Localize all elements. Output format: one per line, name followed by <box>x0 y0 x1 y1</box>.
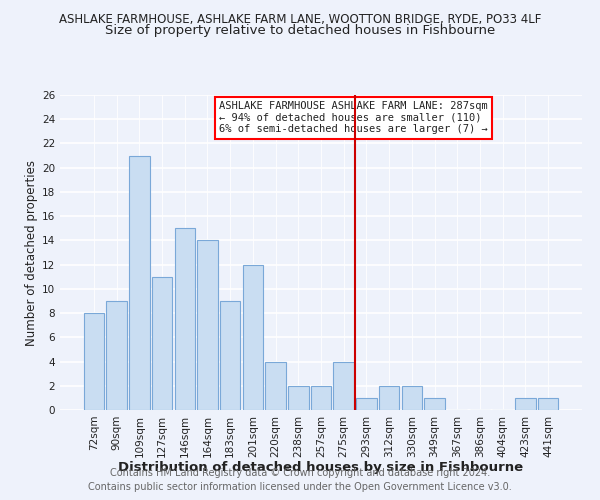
Bar <box>106 301 127 410</box>
Text: Contains HM Land Registry data © Crown copyright and database right 2024.: Contains HM Land Registry data © Crown c… <box>110 468 490 477</box>
Bar <box>538 398 558 410</box>
Y-axis label: Number of detached properties: Number of detached properties <box>25 160 38 346</box>
Text: ASHLAKE FARMHOUSE, ASHLAKE FARM LANE, WOOTTON BRIDGE, RYDE, PO33 4LF: ASHLAKE FARMHOUSE, ASHLAKE FARM LANE, WO… <box>59 12 541 26</box>
Bar <box>175 228 195 410</box>
Bar <box>265 362 286 410</box>
Bar <box>152 276 172 410</box>
Bar <box>379 386 400 410</box>
Bar <box>424 398 445 410</box>
Bar <box>288 386 308 410</box>
Bar <box>334 362 354 410</box>
Bar <box>515 398 536 410</box>
Bar <box>356 398 377 410</box>
Text: Size of property relative to detached houses in Fishbourne: Size of property relative to detached ho… <box>105 24 495 37</box>
Bar <box>129 156 149 410</box>
X-axis label: Distribution of detached houses by size in Fishbourne: Distribution of detached houses by size … <box>118 461 524 474</box>
Text: ASHLAKE FARMHOUSE ASHLAKE FARM LANE: 287sqm
← 94% of detached houses are smaller: ASHLAKE FARMHOUSE ASHLAKE FARM LANE: 287… <box>219 102 488 134</box>
Bar <box>220 301 241 410</box>
Bar <box>84 313 104 410</box>
Bar <box>242 264 263 410</box>
Bar <box>311 386 331 410</box>
Bar <box>197 240 218 410</box>
Bar <box>401 386 422 410</box>
Text: Contains public sector information licensed under the Open Government Licence v3: Contains public sector information licen… <box>88 482 512 492</box>
